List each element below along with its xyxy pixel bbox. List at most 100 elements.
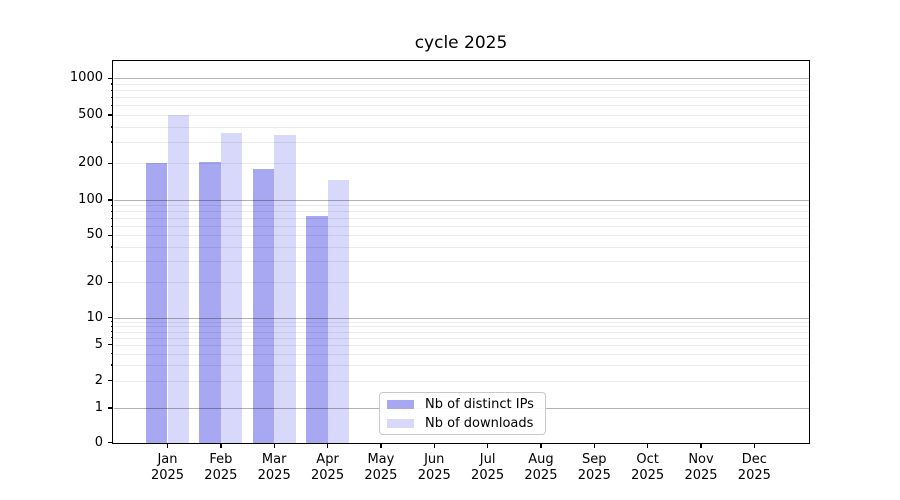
x-axis-tick [700, 443, 702, 448]
gridline-minor [113, 205, 809, 207]
x-axis-tick [647, 443, 649, 448]
gridline-minor [113, 163, 809, 165]
y-tick-label: 500 [78, 106, 103, 122]
legend-label-downloads: Nb of downloads [425, 415, 534, 431]
y-axis-minor-tick [110, 353, 114, 355]
x-axis-tick [753, 443, 756, 448]
y-tick-label: 0 [94, 434, 103, 450]
gridline-minor [113, 126, 809, 128]
bar-downloads [274, 135, 296, 443]
y-axis-minor-tick [110, 83, 114, 85]
gridline-minor [113, 364, 809, 366]
x-axis-tick [593, 443, 595, 448]
y-axis-tick [108, 407, 113, 409]
legend-swatch-downloads-icon [387, 418, 414, 428]
y-tick-label: 5 [94, 336, 103, 352]
y-axis-tick [108, 281, 113, 283]
y-axis-minor-tick [110, 321, 114, 323]
y-axis-minor-tick [110, 225, 114, 227]
gridline-minor [113, 326, 809, 328]
x-tick-label: Nov 2025 [684, 452, 718, 483]
gridline-minor [113, 261, 809, 263]
chart-title: cycle 2025 [414, 33, 508, 53]
gridline-major [113, 78, 809, 80]
y-axis-tick [108, 162, 113, 165]
gridline-minor [113, 321, 809, 323]
y-axis-minor-tick [110, 210, 114, 213]
gridline-minor [113, 337, 809, 339]
y-axis-minor-tick [110, 364, 114, 366]
y-axis-minor-tick [110, 141, 114, 143]
x-tick-label: Mar 2025 [257, 452, 291, 483]
x-axis-tick [326, 443, 329, 448]
x-tick-label: Sep 2025 [577, 452, 611, 483]
y-axis-tick [108, 114, 113, 116]
x-tick-label: Feb 2025 [204, 452, 238, 483]
legend-item-downloads: Nb of downloads [386, 416, 539, 431]
y-axis-minor-tick [110, 246, 114, 248]
x-axis-tick [433, 443, 435, 448]
x-tick-label: Jan 2025 [150, 452, 185, 483]
y-tick-label: 100 [78, 192, 103, 207]
gridline-minor [113, 282, 809, 284]
y-axis-minor-tick [110, 331, 114, 333]
gridline-minor [113, 246, 809, 248]
x-tick-label: Dec 2025 [737, 452, 771, 483]
y-tick-label: 20 [86, 274, 103, 290]
y-tick-label: 10 [86, 309, 103, 325]
y-axis-minor-tick [110, 217, 114, 219]
y-axis-minor-tick [110, 325, 114, 328]
y-axis-tick [108, 344, 113, 346]
gridline-minor [113, 226, 809, 228]
bar-downloads [167, 114, 189, 443]
y-axis-minor-tick [110, 96, 114, 98]
bar-distinct-ips [146, 163, 168, 443]
gridline-major [113, 317, 809, 319]
y-axis-minor-tick [110, 337, 114, 339]
gridline-minor [113, 141, 809, 143]
gridline-minor [113, 105, 809, 107]
y-axis-minor-tick [110, 204, 114, 207]
x-tick-label: Jul 2025 [471, 452, 505, 483]
x-tick-label: May 2025 [364, 452, 398, 483]
x-tick-label: Oct 2025 [631, 452, 665, 483]
bar-downloads [220, 132, 243, 443]
gridline-minor [113, 353, 809, 355]
gridline-minor [113, 218, 809, 220]
bar-downloads [327, 179, 349, 443]
y-axis-tick [108, 380, 113, 382]
bar-distinct-ips [306, 216, 328, 443]
gridline-minor [113, 344, 809, 346]
y-tick-label: 1000 [69, 70, 103, 86]
x-tick-label: Apr 2025 [311, 452, 345, 483]
gridline-minor [113, 331, 809, 333]
gridline-minor [113, 83, 809, 85]
gridline-minor [113, 90, 809, 92]
y-axis-tick [108, 77, 113, 79]
y-axis-minor-tick [110, 89, 114, 91]
y-axis-tick [108, 199, 113, 201]
y-tick-label: 2 [94, 372, 103, 388]
x-axis-tick [487, 443, 489, 448]
gridline-minor [113, 97, 809, 99]
legend-item-distinct-ips: Nb of distinct IPs [386, 397, 539, 412]
gridline-minor [113, 380, 809, 382]
x-axis-tick [380, 443, 382, 448]
plot-area [113, 62, 809, 443]
y-axis-tick [108, 316, 113, 319]
x-axis-tick [220, 443, 222, 448]
x-tick-label: Jun 2025 [417, 452, 451, 483]
y-axis-minor-tick [110, 126, 114, 128]
x-tick-label: Aug 2025 [524, 452, 558, 483]
y-axis-minor-tick [110, 104, 114, 107]
bar-distinct-ips [252, 168, 275, 443]
x-axis-tick [166, 443, 169, 448]
y-tick-label: 200 [78, 155, 103, 171]
y-axis-tick [108, 234, 113, 237]
y-tick-label: 50 [86, 227, 103, 243]
gridline-minor [113, 114, 809, 116]
x-axis-tick [540, 443, 542, 448]
bar-distinct-ips [199, 162, 221, 443]
legend-swatch-distinct-ips-icon [387, 399, 414, 409]
